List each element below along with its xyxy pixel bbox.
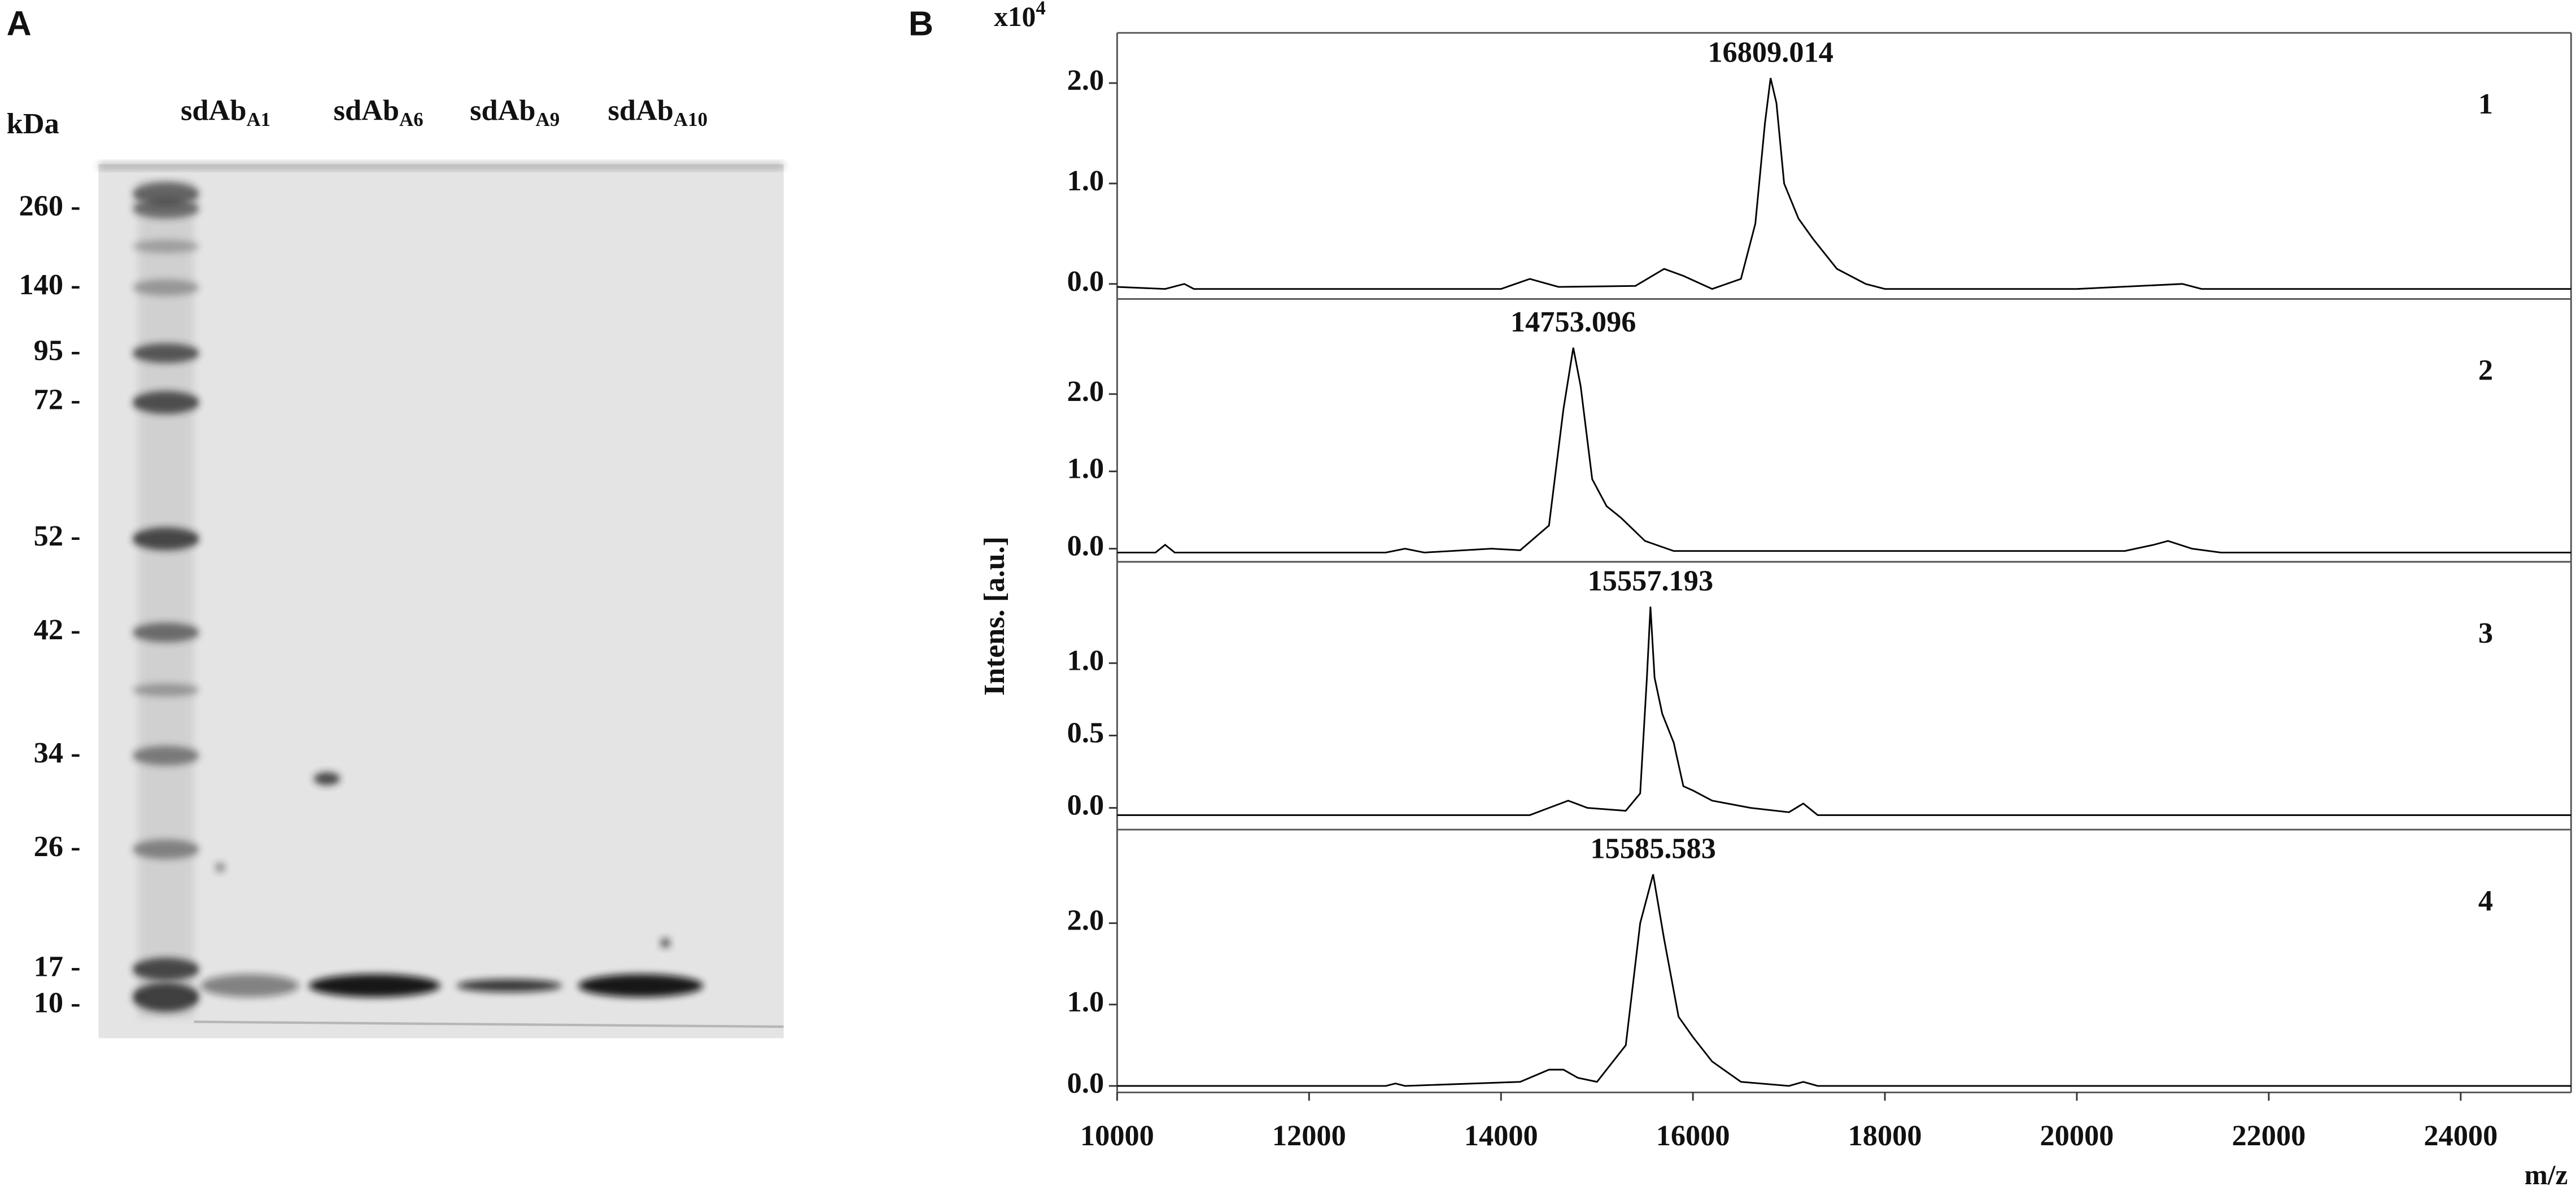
x-tick-label: 12000 [1272,1119,1346,1152]
marker-label: 17 - [34,950,81,983]
y-tick-label: 1.0 [1067,164,1104,197]
x-tick-label: 20000 [2040,1119,2114,1152]
gel-bottom-edge [194,1020,784,1028]
scale-label: x104 [994,0,1046,32]
y-tick-label: 0.0 [1067,530,1104,562]
marker-label: 10 - [34,986,81,1019]
spectrum-number: 4 [2478,884,2493,917]
spot [215,862,225,872]
sample-band [308,974,440,997]
peak-annotation: 16809.014 [1708,36,1833,68]
y-axis-label: Intens. [a.u.] [978,536,1011,696]
spectrum-line [1117,607,2571,816]
spectrum-line [1117,347,2571,553]
lane-label: sdAbA10 [608,94,708,131]
marker-label: 42 - [34,613,81,646]
lane-label: sdAbA6 [334,94,423,131]
scale-exponent: 4 [1036,0,1045,19]
marker-label: 52 - [34,520,81,552]
panel-label: A [7,5,32,43]
marker-label: 34 - [34,736,81,769]
y-tick-label: 1.0 [1067,452,1104,485]
y-tick-label: 2.0 [1067,375,1104,408]
marker-label: 260 - [19,189,80,222]
panel-label: B [909,5,933,43]
marker-label: 95 - [34,334,81,367]
spectrum-number: 3 [2478,617,2493,649]
x-tick-label: 24000 [2424,1119,2498,1152]
lane-subscript: A6 [399,108,423,130]
spectrum-number: 2 [2478,354,2493,386]
spectrum-line [1117,874,2571,1087]
lane-subscript: A1 [246,108,270,130]
spot [660,938,671,948]
peak-annotation: 15585.583 [1590,832,1716,865]
lane-label: sdAbA9 [470,94,560,131]
y-tick-label: 0.0 [1067,789,1104,822]
x-tick-label: 10000 [1080,1119,1154,1152]
y-tick-label: 2.0 [1067,64,1104,97]
x-tick-label: 18000 [1848,1119,1922,1152]
marker-label: 72 - [34,383,81,416]
x-axis-label: m/z [2525,1159,2568,1190]
unit-label: kDa [7,107,59,140]
lane-subscript: A10 [674,108,708,130]
scale-base: x10 [994,1,1036,32]
spectrum-line [1117,77,2571,290]
y-tick-label: 2.0 [1067,904,1104,937]
x-tick-label: 16000 [1656,1119,1730,1152]
x-tick-label: 22000 [2232,1119,2306,1152]
peak-annotation: 14753.096 [1510,306,1636,338]
sample-band [456,979,562,993]
lane-name: sdAb [181,94,246,127]
gel-top-edge [98,162,784,169]
sample-band [578,974,704,997]
spectrum-number: 1 [2478,88,2493,120]
lane-label: sdAbA1 [181,94,270,131]
spot [313,772,340,786]
x-tick-label: 14000 [1464,1119,1538,1152]
y-tick-label: 0.5 [1067,716,1104,749]
marker-label: 26 - [34,830,81,863]
gel [98,164,784,1039]
gel-bands [98,162,784,1028]
sample-band [200,974,299,997]
spectra: 0.0 1.0 2.0 16809.014 1 0.0 1.0 2.0 14753.096 2 0.… [1067,32,2572,1190]
lane-name: sdAb [608,94,673,127]
lane-name: sdAb [334,94,399,127]
marker-label: 140 - [19,268,80,301]
y-tick-label: 1.0 [1067,644,1104,677]
y-tick-label: 0.0 [1067,265,1104,298]
y-tick-label: 1.0 [1067,985,1104,1018]
peak-annotation: 15557.193 [1588,565,1714,597]
y-tick-label: 0.0 [1067,1067,1104,1100]
ladder-smear [138,180,194,1019]
lane-subscript: A9 [536,108,560,130]
lane-name: sdAb [470,94,535,127]
